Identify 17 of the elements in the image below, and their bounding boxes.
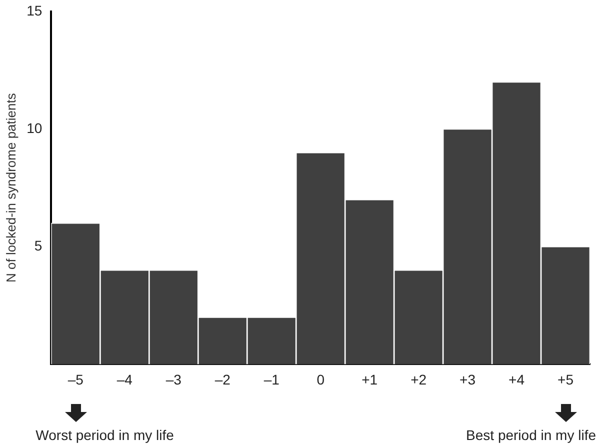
y-axis-title: N of locked-in syndrome patients xyxy=(3,92,18,282)
x-tick-label: –5 xyxy=(68,371,84,388)
x-tick-label: 0 xyxy=(316,371,325,388)
x-tick-label: +1 xyxy=(362,371,378,388)
text: Worst period in my life xyxy=(36,426,174,443)
y-tick-label: 10 xyxy=(26,120,42,136)
x-tick-label: +3 xyxy=(460,371,476,388)
y-tick-label: 5 xyxy=(34,237,42,254)
y-tick-label: 15 xyxy=(26,2,42,18)
x-tick-label: +4 xyxy=(508,371,525,388)
x-tick-label: –2 xyxy=(214,371,231,388)
x-tick-label: +2 xyxy=(410,371,427,388)
text: Best period in my life xyxy=(466,426,596,443)
x-tick-label: –1 xyxy=(264,371,280,388)
x-tick-label: –3 xyxy=(166,371,182,388)
x-tick-label: +5 xyxy=(558,371,574,388)
x-tick-label: –4 xyxy=(116,371,133,388)
